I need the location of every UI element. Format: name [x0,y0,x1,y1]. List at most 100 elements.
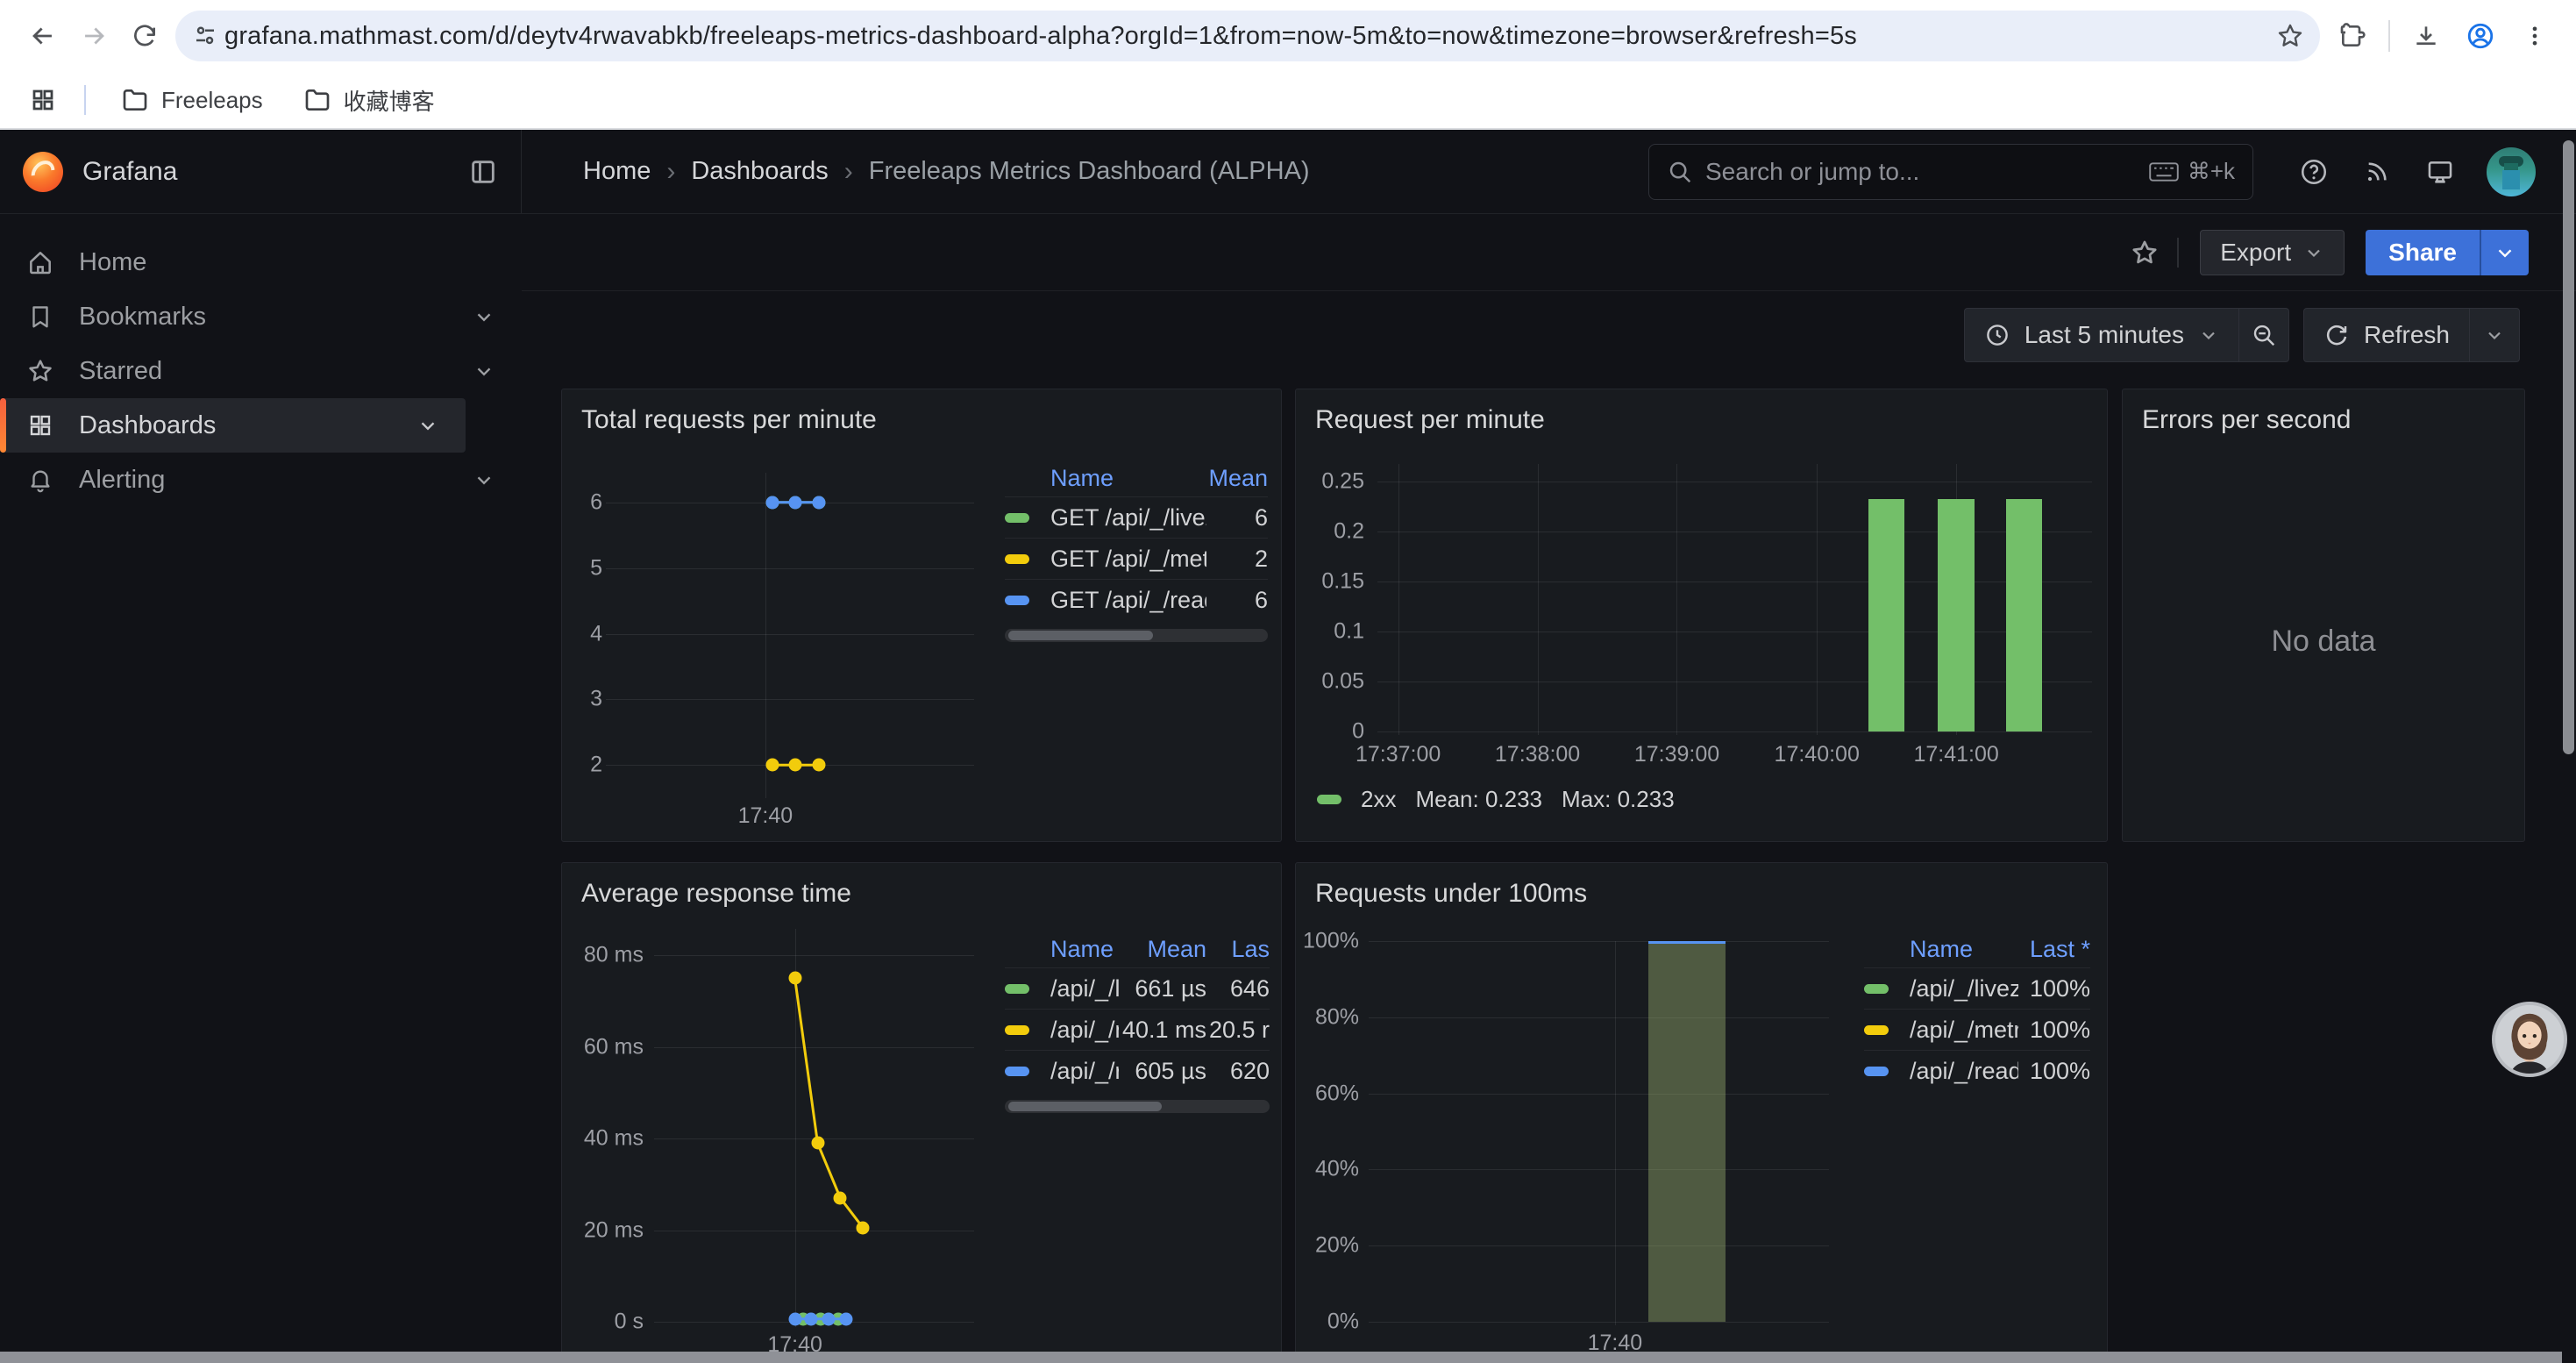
display-button[interactable] [2415,146,2466,197]
series-name[interactable]: /api/_/livez [1910,975,2018,1003]
y-tick-label: 100% [1303,929,1359,954]
profile-button[interactable] [2457,12,2504,60]
zoom-out-button[interactable] [2238,308,2289,362]
favorite-dashboard-button[interactable] [2123,231,2167,275]
column-name[interactable]: Name [1910,936,2018,963]
share-menu-button[interactable] [2480,230,2529,275]
downloads-button[interactable] [2402,12,2450,60]
series-last: 620 [1206,1058,1270,1085]
series-name[interactable]: /api/_/readyz [1050,1058,1119,1085]
apps-grid-button[interactable] [23,80,63,120]
breadcrumb: Home › Dashboards › Freeleaps Metrics Da… [583,157,1310,187]
panel-title[interactable]: Errors per second [2123,389,2524,451]
series-name[interactable]: /api/_/metrics [1910,1017,2018,1044]
series-name[interactable]: GET /api/_/livez [1050,504,1206,532]
legend-series[interactable]: 2xx [1361,786,1396,813]
table-row[interactable]: GET /api/_/metrics 2 [1005,538,1268,579]
table-row[interactable]: /api/_/livez 100% [1864,967,2090,1009]
table-scrollbar[interactable] [1005,1100,1270,1113]
back-button[interactable] [18,11,68,61]
url-text[interactable]: grafana.mathmast.com/d/deytv4rwavabkb/fr… [224,22,2269,51]
export-button[interactable]: Export [2200,230,2345,275]
refresh-interval-button[interactable] [2469,308,2520,362]
grafana-logo[interactable] [23,152,63,192]
profile-icon [2466,21,2495,51]
table-row[interactable]: GET /api/_/livez 6 [1005,496,1268,538]
extensions-icon [2338,22,2366,50]
y-tick-label: 0% [1327,1309,1359,1335]
help-button[interactable] [2288,146,2339,197]
column-last[interactable]: Last * [2018,936,2090,963]
time-range-picker[interactable]: Last 5 minutes [1964,308,2238,362]
refresh-button[interactable]: Refresh [2303,308,2469,362]
y-tick-label: 0.15 [1321,569,1364,595]
scrollbar-thumb[interactable] [1008,1102,1162,1111]
data-point [840,1312,853,1325]
breadcrumb-dashboards[interactable]: Dashboards [691,157,828,186]
bell-icon [25,467,56,493]
chevron-down-icon[interactable] [416,414,439,437]
panel-title[interactable]: Request per minute [1296,389,2107,451]
browser-menu-button[interactable] [2511,12,2558,60]
bar [1938,499,1975,731]
panel-title[interactable]: Average response time [562,863,1281,924]
series-name[interactable]: GET /api/_/readyz [1050,587,1206,614]
y-tick-label: 5 [590,555,602,581]
series-name[interactable]: GET /api/_/metrics [1050,546,1206,573]
series-name[interactable]: /api/_/livez [1050,975,1119,1003]
table-row[interactable]: GET /api/_/readyz 6 [1005,579,1268,620]
chevron-down-icon[interactable] [473,468,495,491]
panel-title[interactable]: Requests under 100ms [1296,863,2107,924]
chevron-down-icon[interactable] [473,360,495,382]
page-horizontal-scrollbar[interactable] [0,1352,2562,1363]
page-vertical-scrollbar[interactable] [2563,140,2574,754]
bookmark-star-button[interactable] [2269,15,2311,57]
column-last[interactable]: Las [1206,936,1270,963]
table-row[interactable]: /api/_/readyz 605 µs 620 [1005,1050,1270,1091]
column-mean[interactable]: Mean [1119,936,1206,963]
x-axis: 17:37:0017:38:0017:39:0017:40:0017:41:00 [1377,742,2092,768]
user-avatar[interactable] [2487,147,2536,196]
series-name[interactable]: /api/_/metrics [1050,1017,1119,1044]
x-tick-label: 17:39:00 [1634,742,1719,767]
table-row[interactable]: /api/_/metrics 100% [1864,1009,2090,1050]
scrollbar-thumb[interactable] [1008,631,1153,640]
panel-requests-under-100ms[interactable]: Requests under 100ms 100%80%60%40%20%0% … [1295,862,2108,1361]
sidebar-item-dashboards[interactable]: Dashboards [0,398,466,453]
column-name[interactable]: Name [1050,936,1119,963]
sidebar-item-home[interactable]: Home [0,235,522,289]
share-button[interactable]: Share [2366,230,2480,275]
table-row[interactable]: /api/_/readyz 100% [1864,1050,2090,1091]
breadcrumb-home[interactable]: Home [583,157,651,186]
site-settings-button[interactable] [186,17,224,55]
chevron-down-icon[interactable] [473,305,495,328]
panel-title[interactable]: Total requests per minute [562,389,1281,451]
sidebar-toggle-button[interactable] [468,157,498,187]
column-mean[interactable]: Mean [1206,465,1268,492]
news-button[interactable] [2352,146,2402,197]
rss-icon [2363,158,2391,186]
reload-button[interactable] [119,11,170,61]
sidebar-item-starred[interactable]: Starred [0,344,522,398]
extensions-button[interactable] [2329,12,2376,60]
series-swatch [1005,1067,1029,1076]
table-row[interactable]: /api/_/livez 661 µs 646 [1005,967,1270,1009]
time-controls: Last 5 minutes Refresh [522,291,2576,379]
panel-errors-per-second[interactable]: Errors per second No data [2122,389,2525,842]
url-bar[interactable]: grafana.mathmast.com/d/deytv4rwavabkb/fr… [175,11,2320,61]
column-name[interactable]: Name [1050,465,1206,492]
series-name[interactable]: /api/_/readyz [1910,1058,2018,1085]
bookmark-folder-blogs[interactable]: 收藏博客 [289,77,449,124]
table-row[interactable]: /api/_/metrics 40.1 ms 20.5 r [1005,1009,1270,1050]
sidebar-item-alerting[interactable]: Alerting [0,453,522,507]
table-scrollbar[interactable] [1005,629,1268,642]
search-input[interactable]: Search or jump to... ⌘+k [1648,144,2253,200]
panel-total-requests[interactable]: Total requests per minute 65432 17:40 Na… [561,389,1282,842]
assistant-avatar[interactable] [2492,1002,2567,1077]
panel-request-per-minute[interactable]: Request per minute 0.250.20.150.10.050 1… [1295,389,2108,842]
forward-button[interactable] [68,11,119,61]
browser-toolbar: grafana.mathmast.com/d/deytv4rwavabkb/fr… [0,0,2576,72]
sidebar-item-bookmarks[interactable]: Bookmarks [0,289,522,344]
panel-avg-response-time[interactable]: Average response time 80 ms60 ms40 ms20 … [561,862,1282,1361]
bookmark-folder-freeleaps[interactable]: Freeleaps [107,79,277,121]
